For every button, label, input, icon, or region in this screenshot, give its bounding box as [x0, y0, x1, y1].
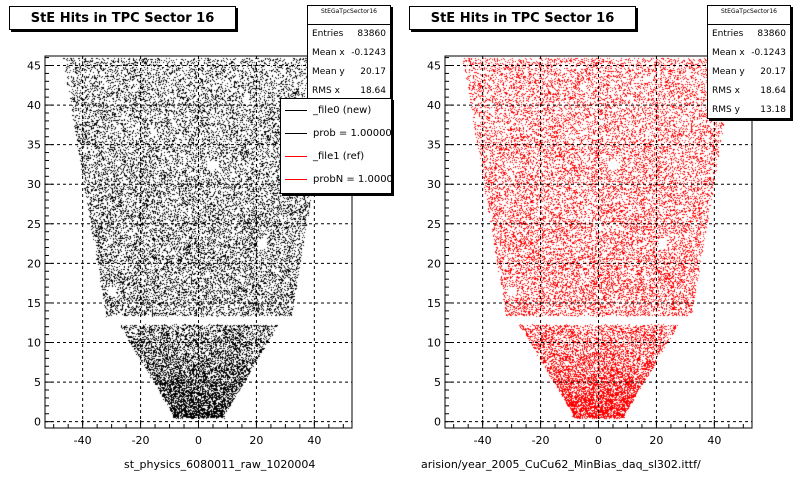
y-tick-label: 40 — [427, 99, 441, 112]
right-stats-box: StEGaTpcSector16 Entries 83860 Mean x -0.1… — [707, 5, 791, 119]
x-tick-label: 20 — [249, 434, 263, 447]
stats-row-rms-x: RMS x 18.64 — [312, 86, 386, 96]
stats-row-mean-x: Mean x -0.1243 — [312, 48, 386, 58]
legend-entry-probN: probN = 1.000000 — [281, 168, 391, 191]
stats-row-rms-y: RMS y 13.18 — [712, 105, 786, 115]
y-tick-label: 0 — [434, 416, 441, 429]
y-tick-label: 15 — [27, 297, 41, 310]
y-tick-label: 5 — [434, 376, 441, 389]
y-tick-label: 30 — [427, 178, 441, 191]
x-tick-label: 20 — [649, 434, 663, 447]
x-tick-label: 0 — [195, 434, 202, 447]
y-tick-label: 5 — [34, 376, 41, 389]
x-tick-label: -40 — [74, 434, 92, 447]
y-tick-label: 25 — [427, 218, 441, 231]
comparison-legend: _file0 (new) prob = 1.000000 _file1 (ref… — [280, 98, 392, 194]
right-scatter-panel: -40 -20 0 20 40 0 5 10 15 20 25 30 35 40 45 — [427, 55, 753, 447]
right-title-text: StE Hits in TPC Sector 16 — [430, 10, 615, 26]
y-tick-label: 30 — [27, 178, 41, 191]
legend-line-black — [285, 110, 307, 111]
y-tick-label: 10 — [27, 337, 41, 350]
stats-row-entries: Entries 83860 — [312, 29, 386, 39]
legend-line-red — [285, 179, 307, 180]
stats-row-entries: Entries 83860 — [712, 29, 786, 39]
legend-entry-prob: prob = 1.000000 — [281, 122, 391, 145]
right-caption: arision/year_2005_CuCu62_MinBias_daq_sl3… — [421, 458, 701, 471]
stats-row-mean-y: Mean y 20.17 — [712, 67, 786, 77]
y-tick-label: 20 — [427, 257, 441, 270]
y-tick-label: 45 — [27, 59, 41, 72]
y-tick-label: 45 — [427, 59, 441, 72]
legend-entry-file1: _file1 (ref) — [281, 145, 391, 168]
left-plot-title: StE Hits in TPC Sector 16 — [9, 6, 236, 30]
legend-line-black — [285, 133, 307, 134]
y-tick-label: 25 — [27, 218, 41, 231]
legend-line-red — [285, 156, 307, 157]
stats-row-mean-x: Mean x -0.1243 — [712, 48, 786, 58]
stats-row-rms-x: RMS x 18.64 — [712, 86, 786, 96]
x-tick-label: -20 — [532, 434, 550, 447]
x-tick-label: 0 — [595, 434, 602, 447]
x-tick-label: 40 — [707, 434, 721, 447]
y-tick-label: 10 — [427, 337, 441, 350]
right-plot-title: StE Hits in TPC Sector 16 — [409, 6, 636, 30]
left-title-text: StE Hits in TPC Sector 16 — [30, 10, 215, 26]
x-tick-label: -20 — [132, 434, 150, 447]
legend-entry-file0: _file0 (new) — [281, 99, 391, 122]
y-tick-label: 15 — [427, 297, 441, 310]
y-tick-label: 20 — [27, 257, 41, 270]
x-tick-label: -40 — [474, 434, 492, 447]
stats-name: StEGaTpcSector16 — [308, 6, 390, 25]
left-stats-box: StEGaTpcSector16 Entries 83860 Mean x -0.1… — [307, 5, 391, 101]
stats-row-mean-y: Mean y 20.17 — [312, 67, 386, 77]
y-tick-label: 40 — [27, 99, 41, 112]
x-tick-label: 40 — [307, 434, 321, 447]
y-tick-label: 35 — [27, 139, 41, 152]
y-tick-label: 35 — [427, 139, 441, 152]
left-caption: st_physics_6080011_raw_1020004 — [124, 458, 316, 471]
y-tick-label: 0 — [34, 416, 41, 429]
stats-name: StEGaTpcSector16 — [708, 6, 790, 25]
